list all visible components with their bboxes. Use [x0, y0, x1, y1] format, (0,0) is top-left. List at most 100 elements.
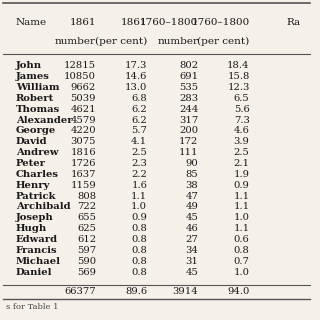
Text: George: George	[16, 126, 56, 135]
Text: 1.1: 1.1	[234, 192, 250, 201]
Text: 0.8: 0.8	[131, 235, 147, 244]
Text: 7.3: 7.3	[234, 116, 250, 124]
Text: 4.6: 4.6	[234, 126, 250, 135]
Text: Robert: Robert	[16, 94, 54, 103]
Text: 49: 49	[186, 203, 198, 212]
Text: Archibald: Archibald	[16, 203, 71, 212]
Text: 17.3: 17.3	[125, 61, 147, 70]
Text: 1.1: 1.1	[234, 224, 250, 233]
Text: 691: 691	[179, 72, 198, 81]
Text: 1760–1800: 1760–1800	[140, 18, 198, 27]
Text: 6.8: 6.8	[132, 94, 147, 103]
Text: 808: 808	[77, 192, 96, 201]
Text: 1.6: 1.6	[131, 181, 147, 190]
Text: 2.5: 2.5	[234, 148, 250, 157]
Text: 535: 535	[179, 83, 198, 92]
Text: 31: 31	[186, 257, 198, 266]
Text: 2.1: 2.1	[234, 159, 250, 168]
Text: 722: 722	[77, 203, 96, 212]
Text: 6.2: 6.2	[132, 116, 147, 124]
Text: 4621: 4621	[70, 105, 96, 114]
Text: Daniel: Daniel	[16, 268, 52, 277]
Text: 85: 85	[186, 170, 198, 179]
Text: John: John	[16, 61, 42, 70]
Text: 18.4: 18.4	[227, 61, 250, 70]
Text: 111: 111	[179, 148, 198, 157]
Text: 4.1: 4.1	[131, 137, 147, 146]
Text: Henry: Henry	[16, 181, 50, 190]
Text: 2.5: 2.5	[131, 148, 147, 157]
Text: 0.8: 0.8	[234, 246, 250, 255]
Text: Edward: Edward	[16, 235, 58, 244]
Text: 6.5: 6.5	[234, 94, 250, 103]
Text: 5.6: 5.6	[234, 105, 250, 114]
Text: 2.2: 2.2	[131, 170, 147, 179]
Text: 1861: 1861	[121, 18, 147, 27]
Text: Patrick: Patrick	[16, 192, 57, 201]
Text: 38: 38	[186, 181, 198, 190]
Text: 9662: 9662	[71, 83, 96, 92]
Text: 5039: 5039	[70, 94, 96, 103]
Text: Thomas: Thomas	[16, 105, 60, 114]
Text: 590: 590	[77, 257, 96, 266]
Text: 12.3: 12.3	[227, 83, 250, 92]
Text: 27: 27	[186, 235, 198, 244]
Text: 0.9: 0.9	[234, 181, 250, 190]
Text: 94.0: 94.0	[227, 287, 250, 296]
Text: 45: 45	[186, 213, 198, 222]
Text: 45: 45	[186, 268, 198, 277]
Text: 1.1: 1.1	[131, 192, 147, 201]
Text: 1861: 1861	[69, 18, 96, 27]
Text: James: James	[16, 72, 50, 81]
Text: 1.9: 1.9	[234, 170, 250, 179]
Text: 6.2: 6.2	[132, 105, 147, 114]
Text: 13.0: 13.0	[125, 83, 147, 92]
Text: 12815: 12815	[64, 61, 96, 70]
Text: 597: 597	[77, 246, 96, 255]
Text: 4220: 4220	[70, 126, 96, 135]
Text: 3075: 3075	[70, 137, 96, 146]
Text: (per cent): (per cent)	[95, 37, 147, 46]
Text: 34: 34	[186, 246, 198, 255]
Text: 90: 90	[186, 159, 198, 168]
Text: 1637: 1637	[70, 170, 96, 179]
Text: 625: 625	[77, 224, 96, 233]
Text: 569: 569	[77, 268, 96, 277]
Text: William: William	[16, 83, 60, 92]
Text: 2.3: 2.3	[131, 159, 147, 168]
Text: 46: 46	[186, 224, 198, 233]
Text: 3.9: 3.9	[234, 137, 250, 146]
Text: 0.7: 0.7	[234, 257, 250, 266]
Text: s for Table 1: s for Table 1	[6, 303, 59, 311]
Text: 244: 244	[179, 105, 198, 114]
Text: 5.7: 5.7	[131, 126, 147, 135]
Text: Joseph: Joseph	[16, 213, 54, 222]
Text: 3914: 3914	[173, 287, 198, 296]
Text: 10850: 10850	[64, 72, 96, 81]
Text: 1726: 1726	[70, 159, 96, 168]
Text: 4579: 4579	[70, 116, 96, 124]
Text: 317: 317	[179, 116, 198, 124]
Text: (per cent): (per cent)	[197, 37, 250, 46]
Text: 172: 172	[179, 137, 198, 146]
Text: Alexander: Alexander	[16, 116, 73, 124]
Text: Peter: Peter	[16, 159, 46, 168]
Text: Francis: Francis	[16, 246, 58, 255]
Text: Michael: Michael	[16, 257, 61, 266]
Text: 0.8: 0.8	[131, 246, 147, 255]
Text: 1159: 1159	[70, 181, 96, 190]
Text: 15.8: 15.8	[227, 72, 250, 81]
Text: Andrew: Andrew	[16, 148, 59, 157]
Text: Charles: Charles	[16, 170, 59, 179]
Text: 283: 283	[179, 94, 198, 103]
Text: 66377: 66377	[64, 287, 96, 296]
Text: 1760–1800: 1760–1800	[191, 18, 250, 27]
Text: number: number	[55, 37, 96, 46]
Text: 47: 47	[186, 192, 198, 201]
Text: 0.8: 0.8	[131, 268, 147, 277]
Text: 1.0: 1.0	[234, 213, 250, 222]
Text: 655: 655	[77, 213, 96, 222]
Text: 0.9: 0.9	[131, 213, 147, 222]
Text: Ra: Ra	[287, 18, 301, 27]
Text: Name: Name	[16, 18, 47, 27]
